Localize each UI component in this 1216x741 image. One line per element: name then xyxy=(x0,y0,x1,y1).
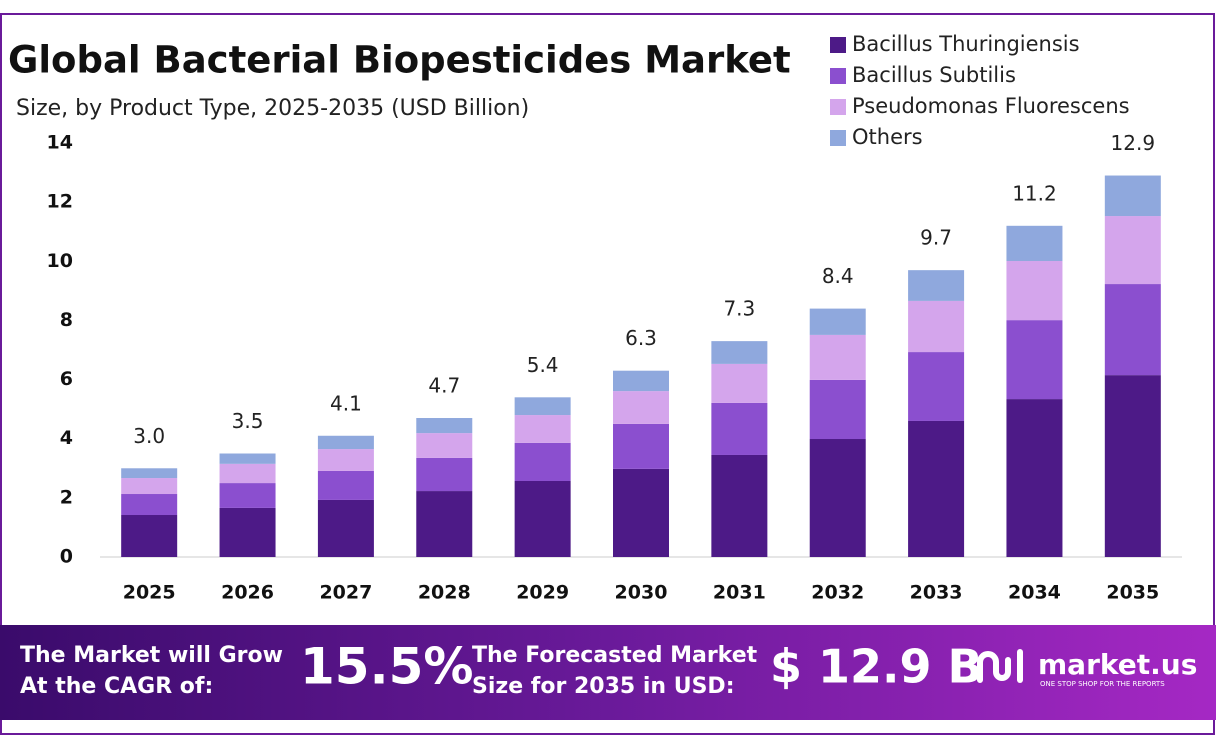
x-tick-label: 2034 xyxy=(1008,582,1061,604)
bar-segment xyxy=(809,439,866,557)
plot: 0 2 4 6 8 10 12 14 2025 3.0 2026 3.5 2027 4.1 2028 4.7 2… xyxy=(47,32,1182,604)
bar-segment xyxy=(121,478,178,495)
y-tick-label: 10 xyxy=(47,250,73,272)
bar-segment xyxy=(121,515,178,557)
total-label: 4.7 xyxy=(428,374,460,398)
x-tick-label: 2035 xyxy=(1106,582,1159,604)
total-label: 6.3 xyxy=(625,326,657,350)
total-label: 3.5 xyxy=(232,409,264,433)
brand-logo xyxy=(977,649,1023,683)
total-label: 7.3 xyxy=(723,297,755,321)
bar-segment xyxy=(514,397,571,416)
cagr-label: At the CAGR of: xyxy=(20,674,213,699)
y-tick-label: 4 xyxy=(60,427,73,449)
total-label: 8.4 xyxy=(822,264,854,288)
legend-label: Bacillus Subtilis xyxy=(852,63,1016,87)
legend-swatch xyxy=(830,68,846,84)
x-tick-label: 2031 xyxy=(713,582,766,604)
bar-segment xyxy=(219,483,276,508)
bar-segment xyxy=(613,391,669,424)
bar-segment xyxy=(809,308,866,335)
legend-swatch xyxy=(830,37,846,53)
footer-banner xyxy=(0,625,1216,720)
x-tick-label: 2029 xyxy=(516,582,569,604)
bar-segment xyxy=(809,334,866,380)
forecast-label: Size for 2035 in USD: xyxy=(472,674,735,699)
total-label: 3.0 xyxy=(133,424,165,448)
y-tick-label: 8 xyxy=(60,309,73,331)
bar-segment xyxy=(416,418,473,434)
cagr-value: 15.5% xyxy=(300,638,473,696)
bar-segment xyxy=(317,449,374,471)
bar-segment xyxy=(416,433,473,458)
total-label: 5.4 xyxy=(527,353,559,377)
x-tick-label: 2028 xyxy=(418,582,471,604)
bar-segment xyxy=(219,453,276,464)
bar-segment xyxy=(121,468,178,479)
x-tick-label: 2032 xyxy=(811,582,864,604)
x-tick-label: 2033 xyxy=(910,582,963,604)
bar-segment xyxy=(416,457,473,492)
bar-segment xyxy=(908,420,965,557)
bar-segment xyxy=(317,435,374,450)
y-tick-label: 6 xyxy=(60,368,73,390)
bar-segment xyxy=(711,341,768,364)
total-label: 11.2 xyxy=(1012,181,1057,205)
bar-segment xyxy=(1104,175,1161,217)
legend-label: Others xyxy=(852,125,923,149)
bar-segment xyxy=(908,270,965,301)
bar-segment xyxy=(416,491,473,557)
bar-segment xyxy=(1104,375,1161,557)
forecast-value: $ 12.9 B xyxy=(770,640,983,694)
bar-segment xyxy=(1006,225,1063,261)
frame xyxy=(0,13,1215,735)
bar-segment xyxy=(1006,320,1063,400)
bar-segment xyxy=(711,402,768,455)
bar-segment xyxy=(121,494,178,516)
bar-segment xyxy=(219,507,276,557)
y-tick-label: 0 xyxy=(60,546,73,568)
bar-segment xyxy=(711,363,768,403)
x-tick-label: 2025 xyxy=(123,582,176,604)
legend-swatch xyxy=(830,99,846,115)
bar-segment xyxy=(908,300,965,353)
bar-segment xyxy=(613,468,669,557)
legend-label: Bacillus Thuringiensis xyxy=(852,32,1080,56)
legend-swatch xyxy=(830,130,846,146)
total-label: 9.7 xyxy=(920,226,952,250)
y-tick-label: 12 xyxy=(47,191,73,213)
legend-label: Pseudomonas Fluorescens xyxy=(852,94,1130,118)
brand-tagline: ONE STOP SHOP FOR THE REPORTS xyxy=(1040,680,1165,688)
x-tick-label: 2026 xyxy=(221,582,274,604)
bar-segment xyxy=(1104,216,1161,285)
bar-segment xyxy=(1006,260,1063,321)
bar-segment xyxy=(613,370,669,392)
bar-segment xyxy=(613,423,669,469)
bar-segment xyxy=(1006,399,1063,557)
bar-segment xyxy=(809,379,866,440)
total-label: 12.9 xyxy=(1111,131,1156,155)
total-label: 4.1 xyxy=(330,391,362,415)
bar-segment xyxy=(514,442,571,482)
bar-segment xyxy=(1104,284,1161,376)
bar-segment xyxy=(317,470,374,500)
bar-segment xyxy=(514,481,571,557)
bar-segment xyxy=(219,463,276,484)
chart-title: Global Bacterial Biopesticides Market xyxy=(8,39,791,82)
x-tick-label: 2030 xyxy=(615,582,668,604)
bar-segment xyxy=(908,352,965,421)
y-tick-label: 2 xyxy=(60,486,73,508)
bar-segment xyxy=(711,454,768,557)
y-tick-label: 14 xyxy=(47,132,73,154)
bar-segment xyxy=(317,499,374,557)
brand-name: market.us xyxy=(1038,648,1197,681)
x-tick-label: 2027 xyxy=(319,582,372,604)
cagr-label: The Market will Grow xyxy=(20,643,283,668)
chart-subtitle: Size, by Product Type, 2025-2035 (USD Bi… xyxy=(16,96,529,121)
forecast-label: The Forecasted Market xyxy=(472,643,758,668)
bar-segment xyxy=(514,415,571,443)
